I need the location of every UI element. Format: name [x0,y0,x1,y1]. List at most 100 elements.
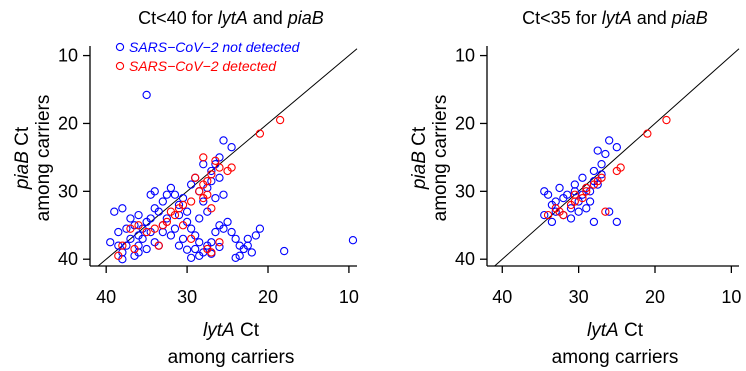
y-tick-label: 10 [455,46,475,66]
data-point [235,251,244,260]
x-axis-title-part: lytA [203,320,235,341]
data-point [227,143,236,152]
x-axis-title-line2: among carriers [552,347,679,368]
data-point [150,224,159,233]
data-point [585,197,595,206]
data-point [199,180,208,189]
y-tick-label: 30 [455,181,475,201]
data-point [231,234,240,243]
data-point [582,183,591,193]
data-point [605,207,614,216]
data-point [551,207,560,216]
x-tick-label: 40 [492,287,512,307]
x-tick-label: 20 [645,287,665,307]
data-point [612,166,621,176]
data-point [142,90,151,100]
data-point [138,234,147,243]
legend-label: SARS−CoV−2 not detected [129,39,301,55]
panel-title: Ct<35 for lytA and piaB [522,8,708,28]
y-tick-label: 20 [455,113,475,133]
data-point [166,231,176,240]
data-point [543,210,553,220]
data-point [540,210,549,220]
data-point [612,143,621,152]
data-point [142,227,151,237]
legend-marker [115,61,125,71]
data-point [275,115,285,125]
y-axis-title-line2: among carriers [33,95,54,222]
data-point [162,190,172,199]
data-point [582,187,591,196]
y-tick-label: 30 [58,181,78,201]
data-point [199,197,208,206]
panel-title-part: piaB [287,8,324,28]
data-point [122,241,131,250]
data-point [211,156,220,165]
panel-title-part: and [248,8,288,28]
data-point [118,204,127,213]
data-point [158,227,167,237]
data-point [280,246,289,256]
data-point [195,238,204,247]
data-point [662,115,671,125]
data-point [231,253,240,263]
data-point [126,234,135,243]
panel-title: Ct<40 for lytA and piaB [138,8,324,28]
data-point [186,253,196,263]
data-point [578,173,587,182]
data-point [134,210,143,220]
x-axis-title-line2: among carriers [168,347,295,368]
data-point [243,241,252,250]
data-point [203,244,212,254]
data-point [612,217,621,227]
data-point [566,214,576,223]
data-point [199,153,208,162]
data-point [150,204,159,213]
data-point [597,170,606,179]
data-point [601,149,610,159]
y-axis-title-part: piaB [12,151,33,190]
data-point [570,190,579,199]
data-point [211,227,220,237]
panel-title-part: piaB [671,8,708,28]
data-point [243,234,252,243]
data-point [207,170,216,179]
data-point [589,166,599,176]
data-point [146,214,155,223]
data-point [178,234,188,243]
data-point [227,227,236,237]
identity-line [97,48,358,267]
data-point [543,190,553,199]
data-point [118,241,127,250]
data-point [348,236,358,245]
data-point [110,207,119,216]
x-tick-label: 10 [721,287,741,307]
data-point [158,197,167,206]
panel-title-part: lytA [218,8,248,28]
data-point [223,166,232,176]
data-point [555,183,564,193]
data-point [215,242,224,252]
data-point [162,214,172,223]
data-point [593,146,602,155]
y-tick-label: 20 [58,113,78,133]
x-axis-title: lytA Ct [203,320,260,341]
data-point [589,180,599,189]
data-point [199,160,208,169]
data-point [207,238,216,247]
data-point [547,217,557,227]
series-1 [106,90,358,264]
x-tick-label: 30 [177,287,197,307]
data-point [106,238,115,247]
data-point [174,204,184,213]
data-point [170,190,180,199]
data-point [601,207,610,216]
data-point [566,204,576,213]
y-axis-title-part: Ct [12,126,33,151]
data-point [219,224,228,233]
data-point [597,160,606,169]
data-point [215,173,224,182]
data-point [195,214,204,223]
